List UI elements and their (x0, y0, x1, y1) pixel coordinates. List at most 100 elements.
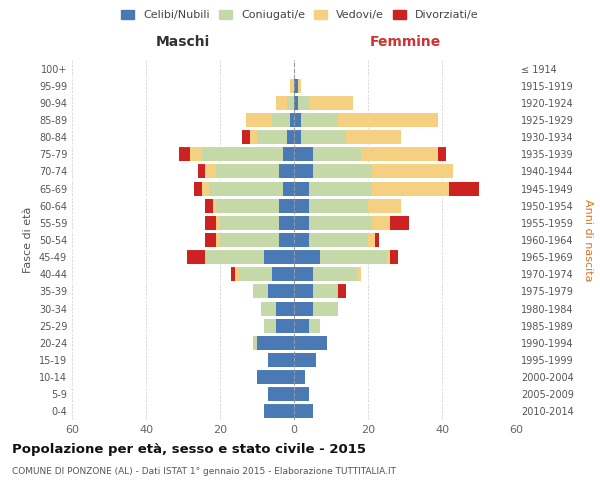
Bar (294, 216, 409, 230)
Bar (265, 250, 294, 264)
Bar (294, 318, 320, 332)
Bar (294, 268, 313, 281)
Bar (294, 148, 446, 162)
Bar (265, 318, 294, 332)
Bar (265, 318, 294, 332)
Bar (294, 268, 357, 281)
Bar (290, 78, 294, 92)
Bar (275, 318, 294, 332)
Bar (294, 78, 301, 92)
Bar (294, 268, 361, 281)
Text: COMUNE DI PONZONE (AL) - Dati ISTAT 1° gennaio 2015 - Elaborazione TUTTITALIA.IT: COMUNE DI PONZONE (AL) - Dati ISTAT 1° g… (12, 468, 396, 476)
Bar (294, 198, 401, 212)
Bar (257, 370, 294, 384)
Bar (294, 198, 368, 212)
Bar (294, 388, 309, 402)
Bar (260, 302, 294, 316)
Bar (279, 198, 294, 212)
Bar (294, 96, 309, 110)
Bar (294, 233, 376, 247)
Bar (253, 336, 294, 350)
Bar (294, 284, 346, 298)
Bar (246, 113, 294, 127)
Bar (294, 164, 453, 178)
Bar (294, 182, 479, 196)
Bar (253, 284, 294, 298)
Bar (294, 96, 353, 110)
Bar (294, 113, 438, 127)
Bar (268, 388, 294, 402)
Bar (294, 216, 390, 230)
Y-axis label: Anni di nascita: Anni di nascita (583, 198, 593, 281)
Text: Popolazione per età, sesso e stato civile - 2015: Popolazione per età, sesso e stato civil… (12, 442, 366, 456)
Bar (294, 130, 401, 144)
Bar (268, 388, 294, 402)
Bar (294, 302, 338, 316)
Bar (205, 198, 294, 212)
Bar (294, 336, 328, 350)
Bar (257, 370, 294, 384)
Bar (198, 164, 294, 178)
Bar (294, 113, 301, 127)
Bar (294, 130, 401, 144)
Bar (279, 216, 294, 230)
Bar (212, 198, 294, 212)
Bar (272, 268, 294, 281)
Bar (294, 370, 305, 384)
Bar (294, 233, 379, 247)
Bar (217, 233, 294, 247)
Bar (294, 370, 305, 384)
Bar (294, 404, 313, 418)
Bar (194, 182, 294, 196)
Bar (257, 370, 294, 384)
Bar (253, 336, 294, 350)
Bar (294, 148, 438, 162)
Bar (294, 182, 309, 196)
Bar (283, 148, 294, 162)
Bar (279, 164, 294, 178)
Bar (294, 216, 372, 230)
Bar (217, 164, 294, 178)
Bar (231, 268, 294, 281)
Y-axis label: Fasce di età: Fasce di età (23, 207, 33, 273)
Bar (217, 216, 294, 230)
Bar (239, 268, 294, 281)
Bar (202, 148, 294, 162)
Bar (294, 250, 320, 264)
Bar (294, 78, 298, 92)
Bar (205, 233, 294, 247)
Bar (250, 130, 294, 144)
Bar (268, 353, 294, 367)
Bar (294, 370, 305, 384)
Bar (268, 284, 294, 298)
Bar (179, 148, 294, 162)
Bar (283, 182, 294, 196)
Bar (294, 130, 346, 144)
Bar (294, 302, 338, 316)
Bar (205, 250, 294, 264)
Bar (220, 216, 294, 230)
Bar (265, 404, 294, 418)
Bar (294, 318, 320, 332)
Bar (257, 336, 294, 350)
Bar (287, 96, 294, 110)
Bar (268, 353, 294, 367)
Bar (294, 148, 313, 162)
Bar (265, 404, 294, 418)
Bar (294, 353, 316, 367)
Bar (294, 336, 328, 350)
Bar (205, 164, 294, 178)
Bar (294, 370, 305, 384)
Bar (294, 113, 438, 127)
Bar (187, 250, 294, 264)
Bar (202, 182, 294, 196)
Bar (294, 164, 453, 178)
Bar (294, 388, 309, 402)
Text: Femmine: Femmine (370, 35, 440, 49)
Bar (209, 182, 294, 196)
Bar (205, 216, 294, 230)
Bar (294, 96, 353, 110)
Bar (268, 388, 294, 402)
Bar (253, 284, 294, 298)
Bar (205, 250, 294, 264)
